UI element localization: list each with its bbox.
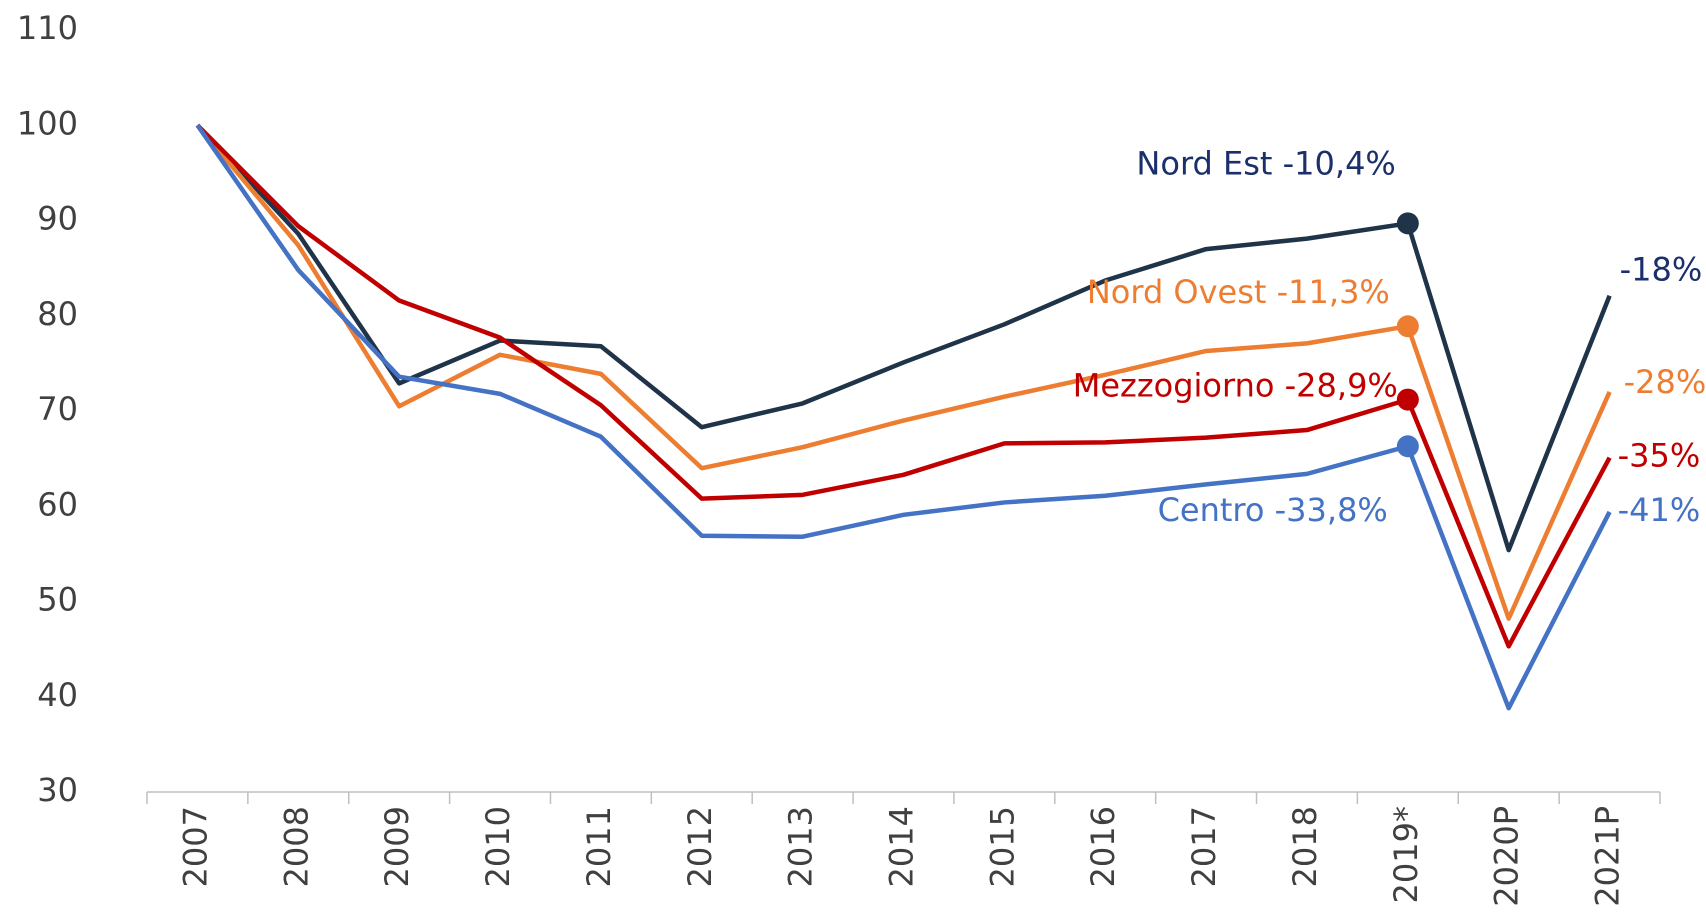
- end-label: -35%: [1618, 437, 1701, 475]
- end-label: -18%: [1620, 251, 1703, 289]
- y-tick-label: 30: [37, 771, 78, 809]
- x-tick-label: 2010: [479, 806, 517, 887]
- series-marker: [1396, 435, 1419, 458]
- x-tick-label: 2017: [1185, 806, 1223, 887]
- end-label: -28%: [1624, 363, 1706, 401]
- series-marker: [1396, 388, 1419, 411]
- series-line: [195, 123, 1612, 553]
- y-tick-label: 110: [17, 9, 78, 47]
- y-tick-label: 50: [37, 581, 78, 619]
- series-label: Nord Est -10,4%: [1136, 144, 1395, 182]
- y-tick-label: 60: [37, 485, 78, 523]
- series-marker: [1396, 315, 1419, 338]
- series-label: Mezzogiorno -28,9%: [1073, 367, 1398, 405]
- y-tick-label: 40: [37, 676, 78, 714]
- x-tick-label: 2007: [176, 806, 214, 887]
- x-tick-label: 2021P: [1589, 806, 1627, 907]
- y-tick-label: 80: [37, 295, 78, 333]
- y-tick-label: 90: [37, 200, 78, 238]
- x-tick-label: 2013: [782, 806, 820, 887]
- y-tick-label: 100: [17, 104, 78, 142]
- series-line: [195, 123, 1612, 711]
- end-label: -41%: [1618, 491, 1701, 529]
- x-tick-label: 2008: [277, 806, 315, 887]
- x-tick-label: 2009: [378, 806, 416, 887]
- y-tick-label: 70: [37, 390, 78, 428]
- series-line: [195, 123, 1612, 649]
- x-tick-label: 2019*: [1387, 806, 1425, 903]
- x-tick-label: 2016: [1084, 806, 1122, 887]
- x-tick-label: 2012: [681, 806, 719, 887]
- series-label: Centro -33,8%: [1158, 491, 1388, 529]
- x-tick-label: 2014: [883, 806, 921, 887]
- series-marker: [1396, 212, 1419, 235]
- x-tick-label: 2018: [1286, 806, 1324, 887]
- series-line: [195, 123, 1612, 621]
- x-tick-label: 2020P: [1488, 806, 1526, 907]
- x-tick-label: 2011: [580, 806, 618, 887]
- x-tick-label: 2015: [983, 806, 1021, 887]
- series-label: Nord Ovest -11,3%: [1087, 273, 1390, 311]
